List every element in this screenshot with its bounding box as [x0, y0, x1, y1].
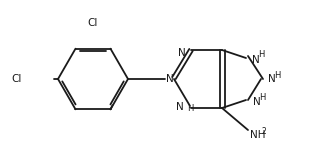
Text: NH: NH — [250, 130, 266, 140]
Text: H: H — [274, 71, 280, 80]
Text: H: H — [258, 50, 264, 59]
Text: H: H — [187, 104, 193, 113]
Text: H: H — [259, 93, 265, 102]
Text: N: N — [176, 102, 184, 112]
Text: 2: 2 — [261, 127, 266, 136]
Text: N: N — [178, 48, 186, 58]
Text: N: N — [253, 97, 261, 107]
Text: N: N — [252, 55, 260, 65]
Text: N: N — [268, 74, 276, 84]
Text: N: N — [166, 74, 174, 84]
Text: Cl: Cl — [12, 74, 22, 84]
Text: Cl: Cl — [88, 18, 98, 28]
